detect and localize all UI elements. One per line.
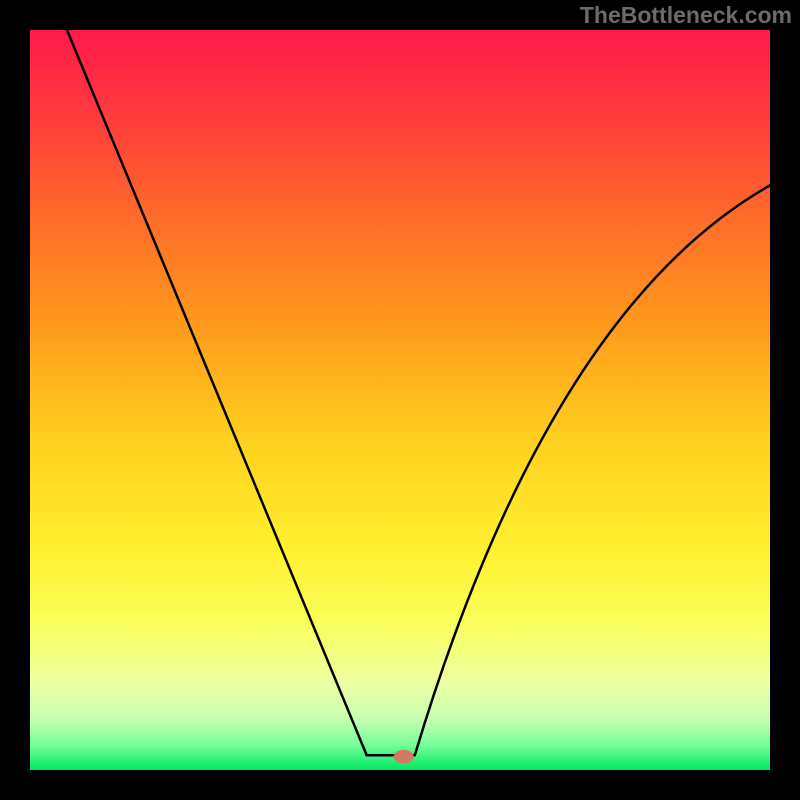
bottleneck-chart: [0, 0, 800, 800]
watermark-text: TheBottleneck.com: [580, 2, 792, 29]
plot-area: [30, 30, 770, 770]
chart-container: TheBottleneck.com: [0, 0, 800, 800]
optimal-point-marker: [394, 750, 414, 764]
